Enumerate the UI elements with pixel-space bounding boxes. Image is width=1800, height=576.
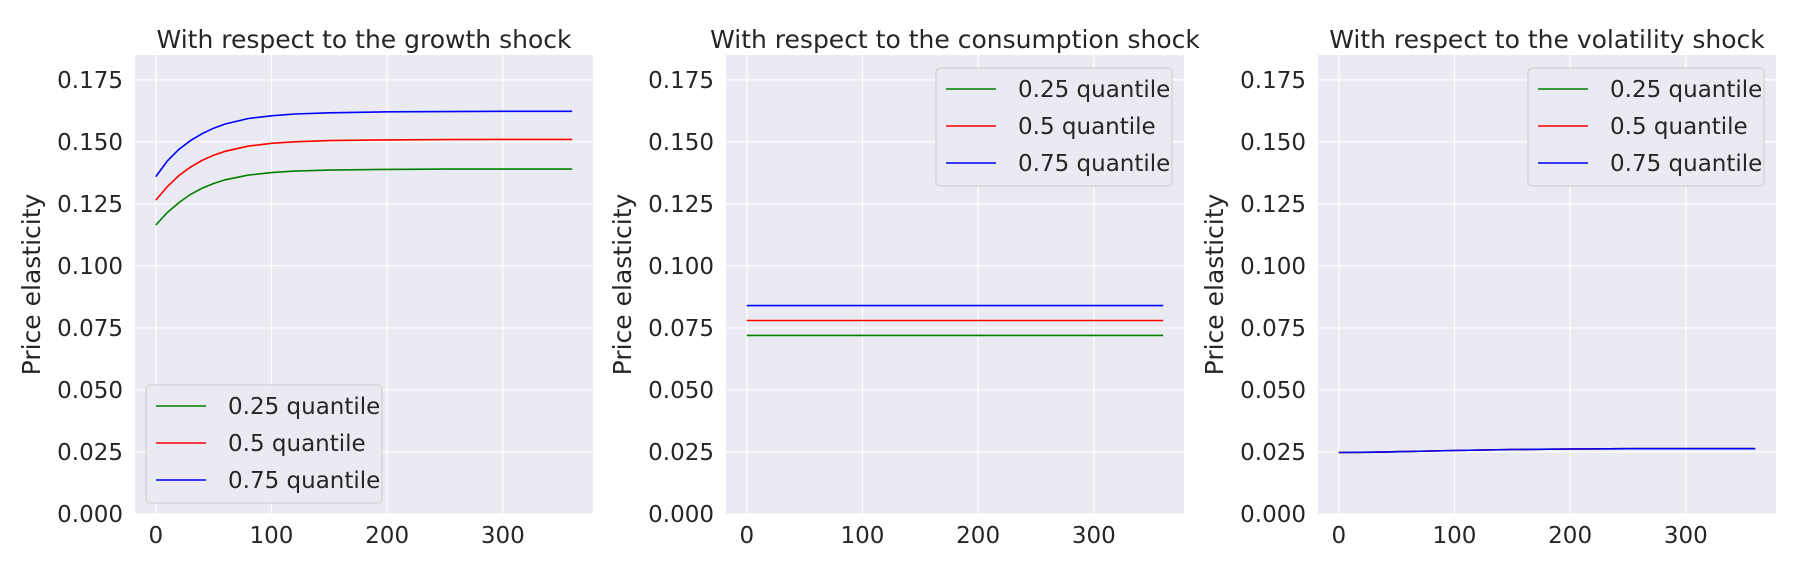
legend-label: 0.75 quantile — [228, 468, 380, 494]
x-tick-label: 200 — [1548, 523, 1592, 549]
y-tick-label: 0.025 — [1240, 440, 1306, 466]
y-tick-label: 0.000 — [1240, 502, 1306, 528]
legend-label: 0.25 quantile — [228, 394, 380, 420]
x-tick-label: 200 — [365, 523, 409, 549]
series-line-0-25-quantile — [155, 168, 573, 226]
x-tick-label: 300 — [481, 523, 525, 549]
chart-title: With respect to the consumption shock — [710, 25, 1200, 54]
y-axis-label: Price elasticity — [608, 193, 637, 375]
x-tick-label: 0 — [1331, 523, 1346, 549]
y-axis-label: Price elasticity — [17, 193, 46, 375]
y-tick-label: 0.125 — [57, 192, 123, 218]
y-tick-label: 0.150 — [57, 130, 123, 156]
legend-label: 0.5 quantile — [1610, 114, 1748, 140]
legend-box — [145, 384, 383, 504]
y-tick-label: 0.125 — [1240, 192, 1306, 218]
chart-panel-3: 0.000 0.025 0.050 0.075 0.100 0.125 0.150 0.175… — [1200, 25, 1776, 549]
y-tick-label: 0.175 — [648, 68, 714, 94]
legend: 0.25 quantile 0.5 quantile 0.75 quantile — [145, 384, 383, 504]
x-tick-label: 0 — [148, 523, 163, 549]
y-tick-label: 0.025 — [648, 440, 714, 466]
y-tick-label: 0.075 — [648, 316, 714, 342]
y-tick-label: 0.050 — [57, 378, 123, 404]
y-tick-label: 0.150 — [648, 130, 714, 156]
y-tick-label: 0.000 — [648, 502, 714, 528]
y-tick-label: 0.075 — [1240, 316, 1306, 342]
x-tick-label: 200 — [956, 523, 1000, 549]
y-tick-label: 0.075 — [57, 316, 123, 342]
x-tick-label: 300 — [1664, 523, 1708, 549]
series-line-0-75-quantile — [1338, 447, 1756, 454]
legend: 0.25 quantile 0.5 quantile 0.75 quantile — [935, 67, 1173, 187]
x-tick-label: 100 — [841, 523, 885, 549]
legend-label: 0.25 quantile — [1018, 77, 1170, 103]
series-line-0-75-quantile — [155, 110, 573, 178]
chart-panel-2: 0.000 0.025 0.050 0.075 0.100 0.125 0.150 0.175… — [608, 25, 1200, 549]
y-axis-label: Price elasticity — [1200, 193, 1229, 375]
y-tick-label: 0.050 — [1240, 378, 1306, 404]
chart-title: With respect to the volatility shock — [1329, 25, 1765, 54]
legend-box — [935, 67, 1173, 187]
y-tick-label: 0.150 — [1240, 130, 1306, 156]
y-tick-label: 0.025 — [57, 440, 123, 466]
y-tick-label: 0.175 — [57, 68, 123, 94]
y-tick-label: 0.000 — [57, 502, 123, 528]
series-line-0-5-quantile — [155, 138, 573, 201]
legend-label: 0.5 quantile — [228, 431, 366, 457]
legend-label: 0.75 quantile — [1018, 151, 1170, 177]
legend-box — [1527, 67, 1765, 187]
x-tick-label: 300 — [1072, 523, 1116, 549]
legend-label: 0.25 quantile — [1610, 77, 1762, 103]
legend-label: 0.75 quantile — [1610, 151, 1762, 177]
chart-panel-1: 0.000 0.025 0.050 0.075 0.100 0.125 0.150 0.175… — [17, 25, 593, 549]
legend: 0.25 quantile 0.5 quantile 0.75 quantile — [1527, 67, 1765, 187]
x-tick-label: 0 — [739, 523, 754, 549]
x-tick-label: 100 — [250, 523, 294, 549]
y-tick-label: 0.175 — [1240, 68, 1306, 94]
x-tick-label: 100 — [1433, 523, 1477, 549]
chart-title: With respect to the growth shock — [157, 25, 572, 54]
y-tick-label: 0.100 — [648, 254, 714, 280]
legend-label: 0.5 quantile — [1018, 114, 1156, 140]
y-tick-label: 0.100 — [1240, 254, 1306, 280]
y-tick-label: 0.125 — [648, 192, 714, 218]
y-tick-label: 0.050 — [648, 378, 714, 404]
y-tick-label: 0.100 — [57, 254, 123, 280]
